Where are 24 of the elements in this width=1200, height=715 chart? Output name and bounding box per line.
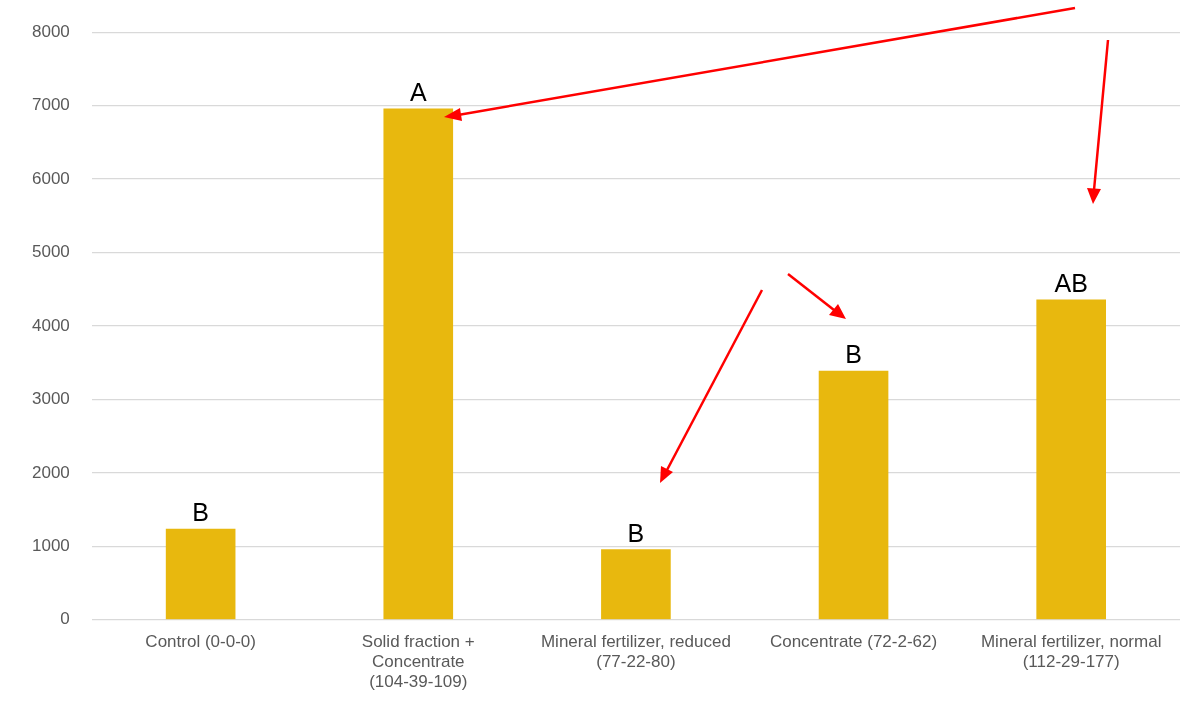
x-tick-label: Mineral fertilizer, reduced (77-22-80)	[540, 631, 731, 672]
annotation: B	[627, 518, 645, 547]
x-tick-label: Solid fraction + Concentrate (104-39-109)	[361, 631, 475, 692]
y-tick-label: 5000	[31, 242, 70, 262]
annotation: B	[845, 340, 862, 369]
bar	[601, 549, 671, 620]
annotation: A	[409, 77, 427, 106]
x-tick-label: Concentrate (72-2-62)	[769, 631, 938, 651]
x-tick-label: Control (0-0-0)	[145, 631, 256, 651]
y-tick-label: 2000	[31, 462, 70, 482]
bar	[818, 370, 889, 620]
bar	[383, 108, 454, 620]
y-tick-label: 7000	[31, 95, 70, 115]
y-tick-label: 3000	[31, 389, 70, 409]
y-tick-label: 0	[60, 609, 70, 629]
x-tick-label: Mineral fertilizer, normal (112-29-177)	[980, 631, 1162, 672]
y-tick-label: 8000	[31, 21, 70, 41]
y-tick-label: 1000	[31, 536, 70, 556]
bar	[165, 528, 236, 620]
y-tick-label: 6000	[31, 168, 70, 188]
annotation: B	[192, 498, 209, 527]
annotation: AB	[1054, 268, 1088, 297]
bar	[1036, 299, 1106, 620]
y-tick-label: 4000	[31, 315, 70, 335]
